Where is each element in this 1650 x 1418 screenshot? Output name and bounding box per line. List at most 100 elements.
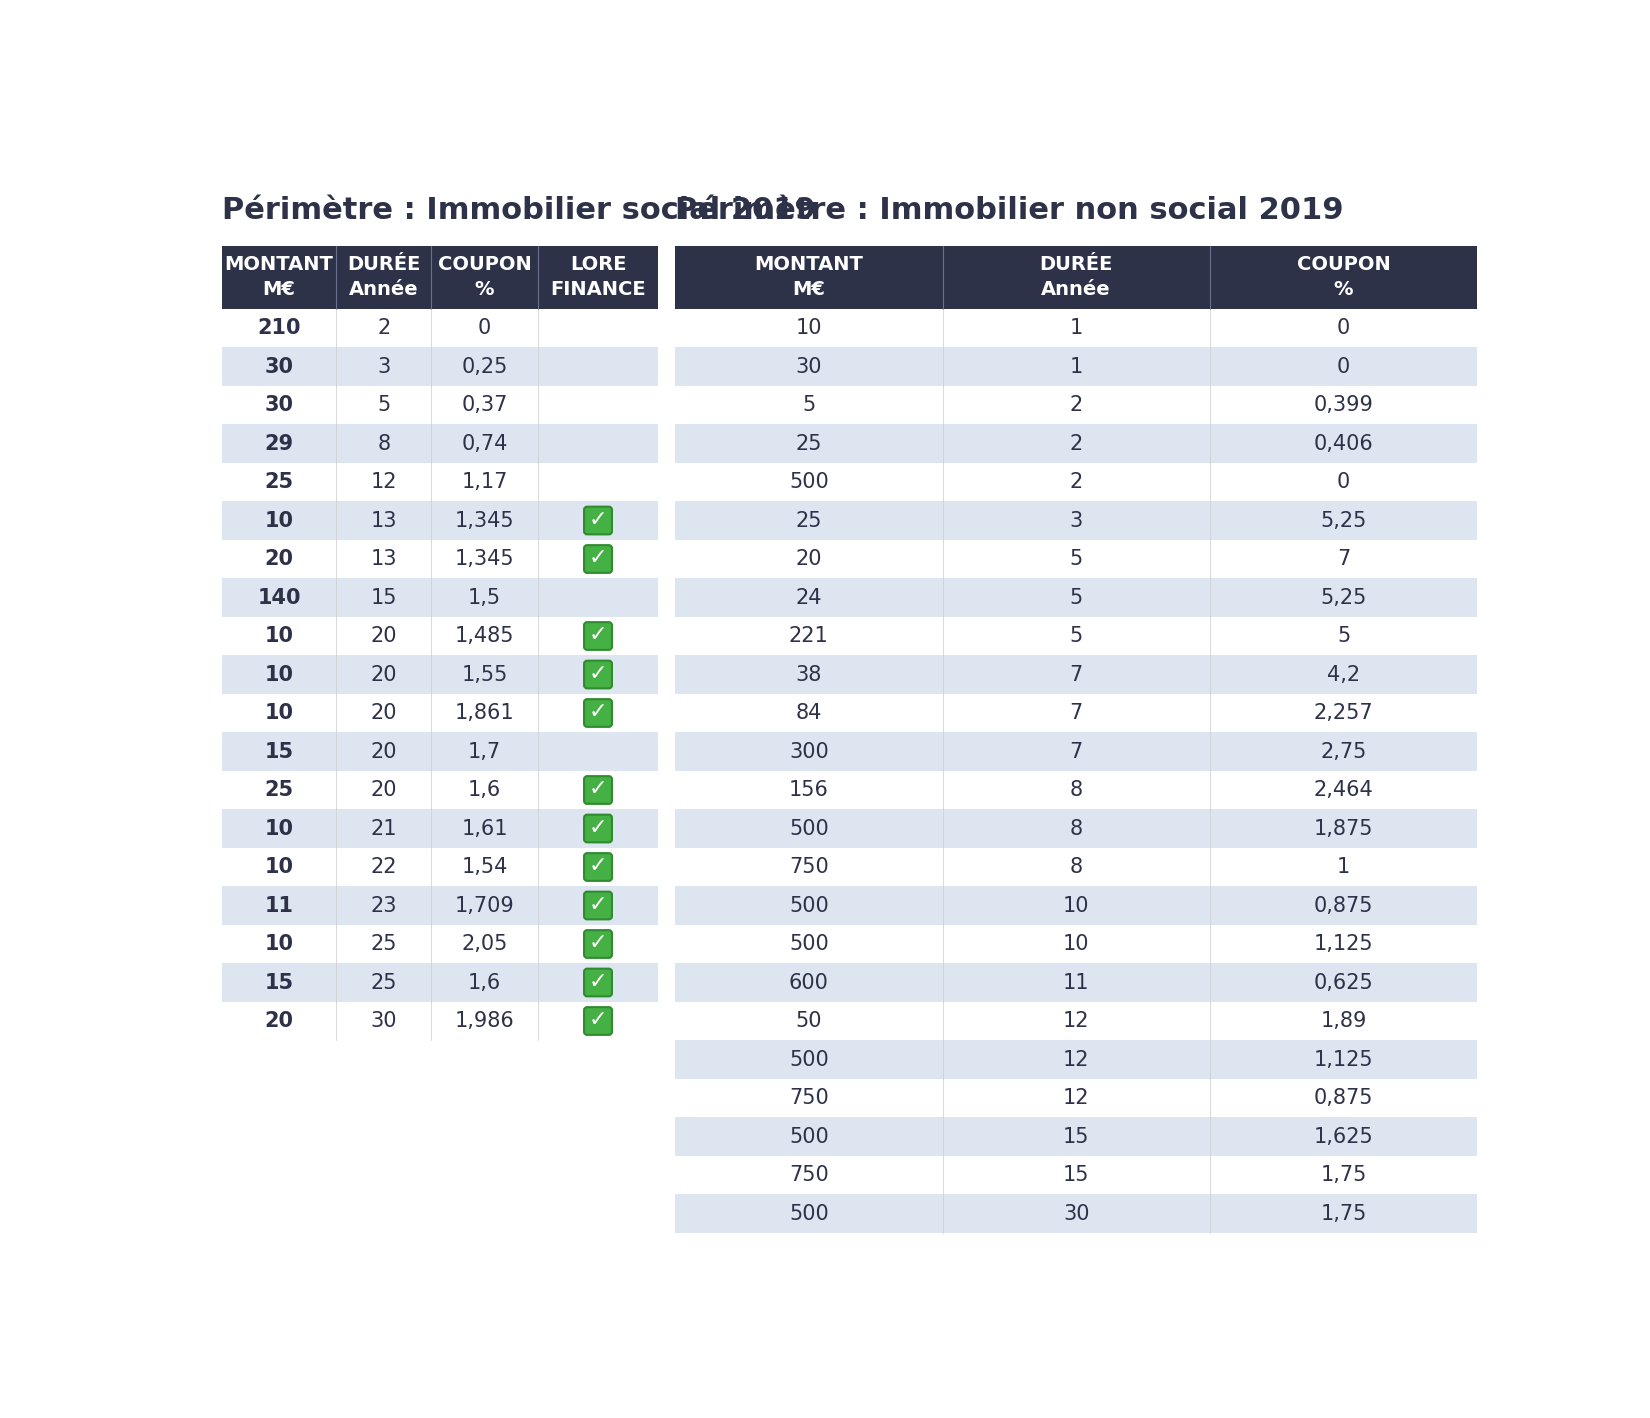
Text: 22: 22 (371, 856, 398, 876)
Text: 1,125: 1,125 (1313, 1049, 1373, 1069)
Text: 11: 11 (1063, 973, 1089, 993)
Text: 30: 30 (264, 356, 294, 377)
Text: 15: 15 (264, 973, 294, 993)
Text: 0,875: 0,875 (1313, 1088, 1373, 1107)
Text: ✓: ✓ (589, 1010, 607, 1031)
Text: 2: 2 (1069, 434, 1082, 454)
Text: ✓: ✓ (589, 856, 607, 876)
Bar (675, 886, 1477, 925)
Text: 30: 30 (795, 356, 822, 377)
FancyBboxPatch shape (584, 661, 612, 688)
Text: 600: 600 (789, 973, 828, 993)
Text: 20: 20 (371, 625, 398, 647)
Text: 1,861: 1,861 (455, 703, 515, 723)
Text: 5: 5 (1069, 587, 1082, 607)
Text: MONTANT
M€: MONTANT M€ (754, 255, 863, 299)
Text: 29: 29 (264, 434, 294, 454)
Text: ✓: ✓ (589, 625, 607, 645)
FancyBboxPatch shape (584, 699, 612, 727)
Bar (675, 540, 1477, 579)
Text: ✓: ✓ (589, 971, 607, 991)
Text: MONTANT
M€: MONTANT M€ (224, 255, 333, 299)
Bar (221, 848, 658, 886)
Text: 1,709: 1,709 (455, 896, 515, 916)
Bar (675, 579, 1477, 617)
Text: 15: 15 (371, 587, 398, 607)
Bar (675, 1117, 1477, 1156)
Bar (221, 810, 658, 848)
Text: DURÉE
Année: DURÉE Année (1040, 255, 1112, 299)
Text: 5,25: 5,25 (1320, 587, 1366, 607)
Text: ✓: ✓ (589, 509, 607, 530)
FancyBboxPatch shape (584, 545, 612, 573)
Text: 0,625: 0,625 (1313, 973, 1373, 993)
Text: 1,7: 1,7 (469, 742, 502, 761)
Text: 500: 500 (789, 934, 828, 954)
Text: ✓: ✓ (589, 818, 607, 838)
Text: 2,464: 2,464 (1313, 780, 1373, 800)
Bar (221, 579, 658, 617)
Text: 5: 5 (378, 396, 391, 415)
Text: 1,89: 1,89 (1320, 1011, 1366, 1031)
Text: 500: 500 (789, 1049, 828, 1069)
Bar (675, 693, 1477, 732)
Bar (675, 848, 1477, 886)
Text: 1,17: 1,17 (462, 472, 508, 492)
Text: 30: 30 (264, 396, 294, 415)
Bar (675, 1079, 1477, 1117)
Text: 2,05: 2,05 (462, 934, 508, 954)
Text: 3: 3 (1069, 510, 1082, 530)
Bar (221, 617, 658, 655)
Text: 750: 750 (789, 856, 828, 876)
Text: 0: 0 (1336, 472, 1350, 492)
Text: 5: 5 (1336, 625, 1350, 647)
Text: 8: 8 (1069, 780, 1082, 800)
Text: 13: 13 (371, 510, 398, 530)
Text: 0,37: 0,37 (462, 396, 508, 415)
Text: 5: 5 (1069, 625, 1082, 647)
Text: 25: 25 (371, 973, 398, 993)
FancyBboxPatch shape (584, 506, 612, 535)
Text: 0,875: 0,875 (1313, 896, 1373, 916)
Text: 1,125: 1,125 (1313, 934, 1373, 954)
Text: ✓: ✓ (589, 895, 607, 915)
Bar (221, 501, 658, 540)
Text: 10: 10 (264, 703, 294, 723)
Text: 2,75: 2,75 (1320, 742, 1366, 761)
Text: 13: 13 (371, 549, 398, 569)
Bar (675, 963, 1477, 1001)
Text: 20: 20 (264, 1011, 294, 1031)
Text: 1,485: 1,485 (455, 625, 515, 647)
Bar (675, 424, 1477, 462)
Text: 0,74: 0,74 (462, 434, 508, 454)
Text: DURÉE
Année: DURÉE Année (346, 255, 421, 299)
Bar (221, 424, 658, 462)
Text: 30: 30 (371, 1011, 398, 1031)
Bar (675, 1001, 1477, 1041)
Text: 11: 11 (264, 896, 294, 916)
Text: COUPON
%: COUPON % (437, 255, 531, 299)
Text: 15: 15 (1063, 1166, 1089, 1185)
FancyBboxPatch shape (584, 968, 612, 997)
Text: 10: 10 (264, 510, 294, 530)
Text: 20: 20 (795, 549, 822, 569)
Text: 10: 10 (1063, 934, 1089, 954)
Text: 500: 500 (789, 818, 828, 838)
Text: 2: 2 (1069, 472, 1082, 492)
Bar (675, 617, 1477, 655)
Text: 10: 10 (264, 625, 294, 647)
Bar (675, 462, 1477, 501)
Text: 12: 12 (1063, 1049, 1089, 1069)
Bar (675, 732, 1477, 771)
Text: 1,625: 1,625 (1313, 1126, 1373, 1147)
Text: 0,406: 0,406 (1313, 434, 1373, 454)
Bar (221, 386, 658, 424)
Text: ✓: ✓ (589, 664, 607, 683)
Text: 8: 8 (1069, 818, 1082, 838)
Bar (221, 462, 658, 501)
Bar (675, 925, 1477, 963)
Text: 10: 10 (264, 856, 294, 876)
Bar (675, 386, 1477, 424)
Text: 2: 2 (1069, 396, 1082, 415)
FancyBboxPatch shape (584, 854, 612, 881)
